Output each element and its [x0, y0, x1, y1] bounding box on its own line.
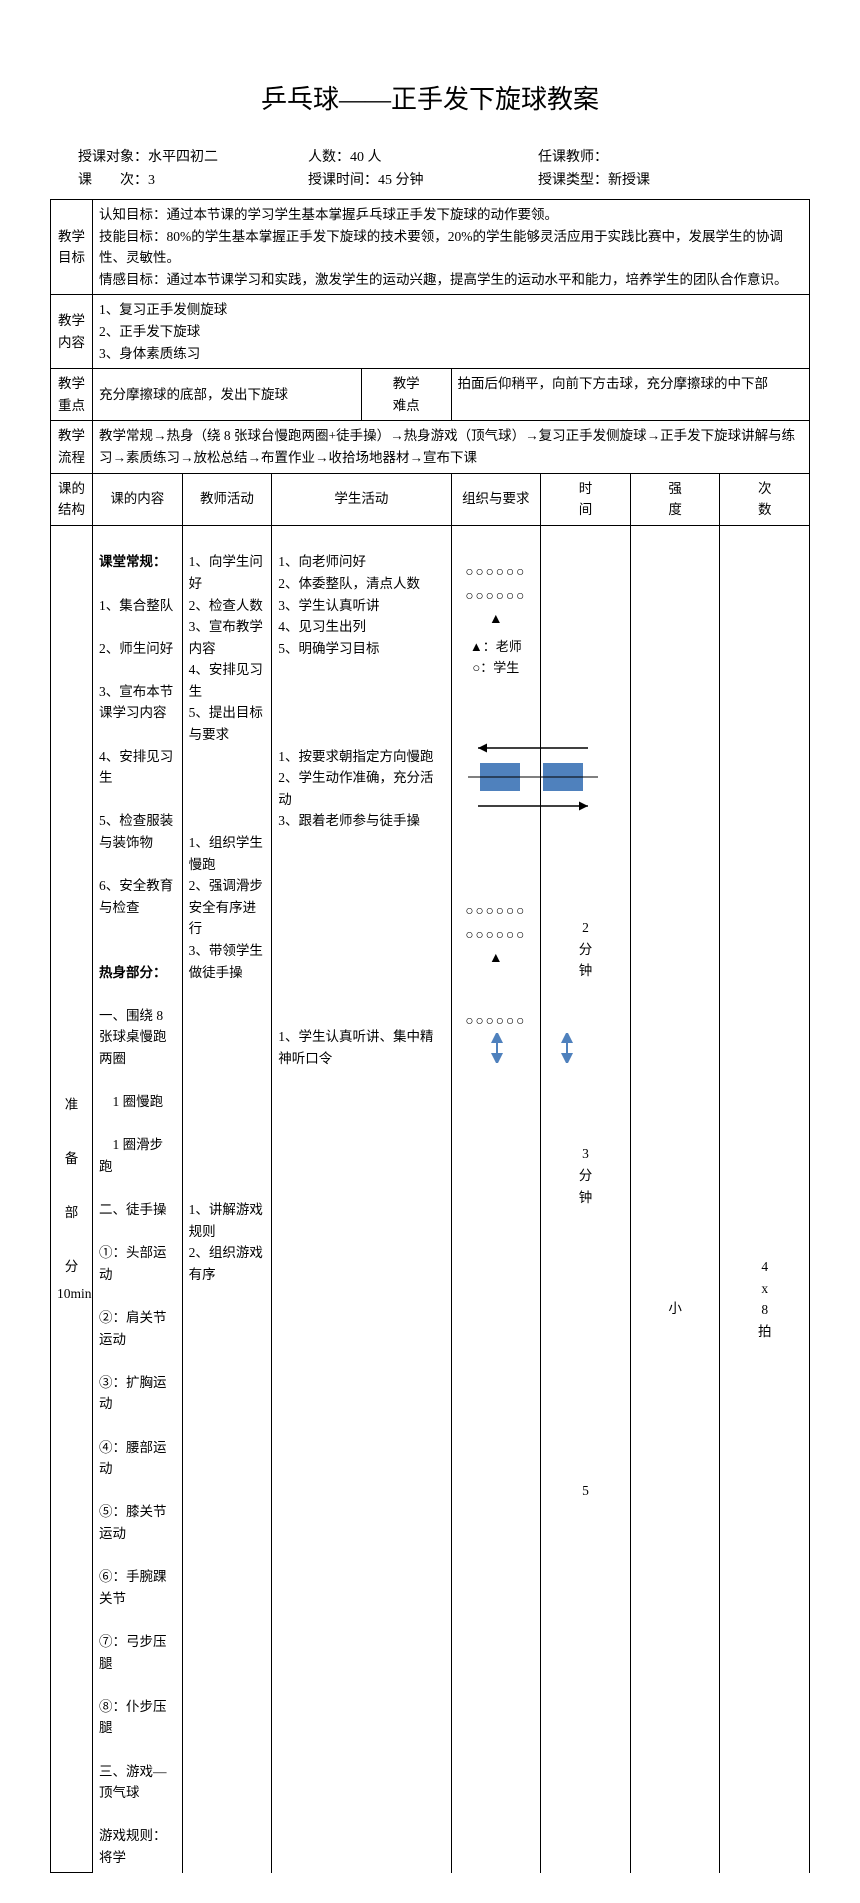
content-label: 教学 内容 [51, 295, 93, 369]
prep-structure-label: 准 备 部 分 10min [51, 525, 93, 1872]
meta-label: 授课类型： [538, 173, 608, 188]
circles-row: ○○○○○○ [462, 924, 531, 946]
goals-label: 教学 目标 [51, 200, 93, 295]
circles-row: ○○○○○○ [462, 561, 531, 583]
header-intensity: 强 度 [630, 473, 720, 525]
content-row: 教学 内容 1、复习正手发侧旋球 2、正手发下旋球 3、身体素质练习 [51, 295, 810, 369]
header-structure: 课的 结构 [51, 473, 93, 525]
triangle-icon: ▲ [462, 609, 531, 631]
prep-reps: 4 x 8 拍 [720, 525, 810, 1872]
circles-row: ○○○○○○ [462, 900, 531, 922]
difficulty-label: 教学 难点 [361, 369, 451, 421]
meta-value: 水平四初二 [148, 150, 218, 165]
content-items: 1、复习正手发侧旋球 2、正手发下旋球 3、身体素质练习 [93, 295, 810, 369]
prep-teacher: 1、向学生问好 2、检查人数 3、宣布教学内容 4、安排见习生 5、提出目标与要… [182, 525, 272, 1872]
flow-text: 教学常规→热身（绕 8 张球台慢跑两圈+徒手操）→热身游戏（顶气球）→复习正手发… [93, 421, 810, 473]
header-time: 时 间 [541, 473, 631, 525]
header-content: 课的内容 [93, 473, 183, 525]
keypoint-text: 充分摩擦球的底部，发出下旋球 [93, 369, 362, 421]
meta-label: 授课时间： [308, 173, 378, 188]
intensity-val: 小 [637, 1298, 714, 1320]
header-teacher: 教师活动 [182, 473, 272, 525]
lesson-plan-table: 教学 目标 认知目标：通过本节课的学习学生基本掌握乒乓球正手发下旋球的动作要领。… [50, 199, 810, 1873]
formation-diagram-1: ○○○○○○ ○○○○○○ ▲ ▲：老师 ○：学生 [458, 530, 535, 687]
circles-row: ○○○○○○ [462, 1010, 531, 1032]
prep-intensity: 小 [630, 525, 720, 1872]
meta-label: 任课教师： [538, 150, 608, 165]
section2-title: 热身部分： [99, 965, 167, 980]
header-org: 组织与要求 [451, 473, 541, 525]
formation-diagram-2: ○○○○○○ ○○○○○○ ▲ [458, 890, 535, 978]
header-student: 学生活动 [272, 473, 451, 525]
prep-time: 2 分 钟 3 分 钟 5 [541, 525, 631, 1872]
meta-label: 人数： [308, 150, 350, 165]
keypoint-row: 教学 重点 充分摩擦球的底部，发出下旋球 教学 难点 拍面后仰稍平，向前下方击球… [51, 369, 810, 421]
meta-label: 授课对象： [78, 150, 148, 165]
prep-org: ○○○○○○ ○○○○○○ ▲ ▲：老师 ○：学生 ○ [451, 525, 541, 1872]
meta-row-1: 授课对象：水平四初二 人数：40 人 任课教师： [50, 147, 810, 168]
meta-row-2: 课 次：3 授课时间：45 分钟 授课类型：新授课 [50, 170, 810, 191]
meta-label: 课 次： [78, 173, 148, 188]
reps-val: 4 x 8 拍 [726, 1256, 803, 1342]
prep-student: 1、向老师问好 2、体委整队，清点人数 3、学生认真听讲 4、见习生出列 5、明… [272, 525, 451, 1872]
flow-row: 教学 流程 教学常规→热身（绕 8 张球台慢跑两圈+徒手操）→热身游戏（顶气球）… [51, 421, 810, 473]
arrows-diagram [462, 1033, 602, 1063]
formation-diagram-3: ○○○○○○ [458, 1000, 535, 1078]
legend-text: ▲：老师 ○：学生 [462, 637, 531, 679]
goals-row: 教学 目标 认知目标：通过本节课的学习学生基本掌握乒乓球正手发下旋球的动作要领。… [51, 200, 810, 295]
header-row: 课的 结构 课的内容 教师活动 学生活动 组织与要求 时 间 强 度 次 数 [51, 473, 810, 525]
meta-value: 新授课 [608, 173, 650, 188]
circles-row: ○○○○○○ [462, 585, 531, 607]
page-title: 乒乓球——正手发下旋球教案 [50, 80, 810, 119]
prep-row: 准 备 部 分 10min 课堂常规： 1、集合整队 2、师生问好 3、宣布本节… [51, 525, 810, 1872]
goals-content: 认知目标：通过本节课的学习学生基本掌握乒乓球正手发下旋球的动作要领。 技能目标：… [93, 200, 810, 295]
flow-label: 教学 流程 [51, 421, 93, 473]
keypoint-label: 教学 重点 [51, 369, 93, 421]
prep-content: 课堂常规： 1、集合整队 2、师生问好 3、宣布本节课学习内容 4、安排见习生 … [93, 525, 183, 1872]
meta-value: 40 人 [350, 150, 382, 165]
meta-value: 3 [148, 173, 155, 188]
time-val-2: 3 分 钟 [547, 1143, 624, 1208]
section1-title: 课堂常规： [99, 554, 167, 569]
difficulty-text: 拍面后仰稍平，向前下方击球，充分摩擦球的中下部 [451, 369, 810, 421]
time-val-1: 2 分 钟 [547, 917, 624, 982]
header-reps: 次 数 [720, 473, 810, 525]
triangle-icon: ▲ [462, 948, 531, 970]
time-val-3: 5 [547, 1480, 624, 1502]
meta-value: 45 分钟 [378, 173, 424, 188]
